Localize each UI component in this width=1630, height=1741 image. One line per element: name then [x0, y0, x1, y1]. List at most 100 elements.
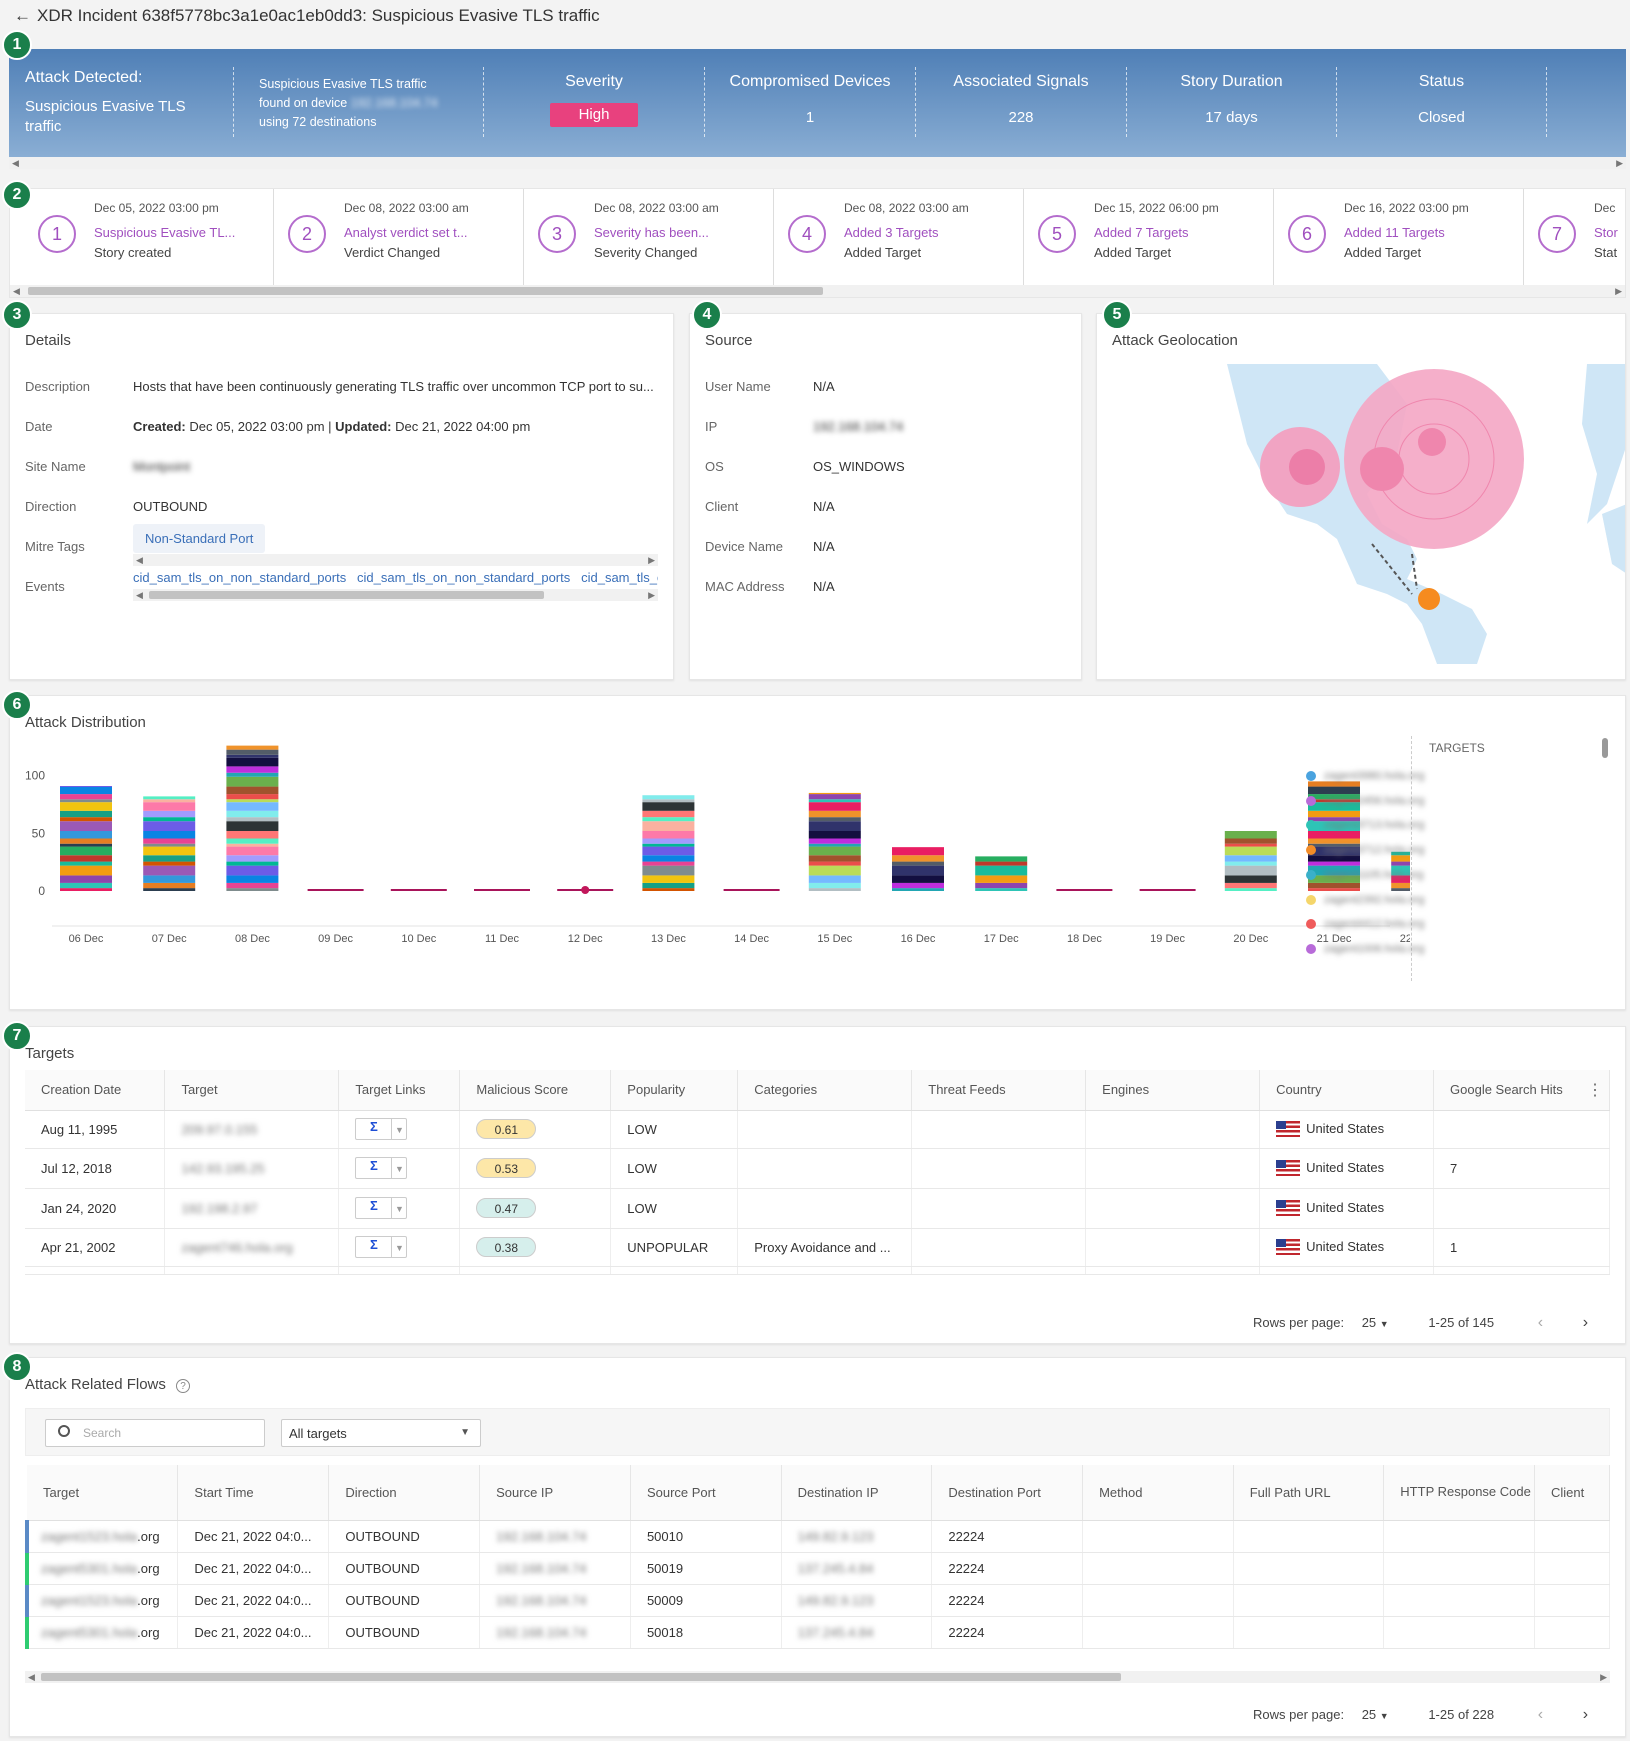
table-row[interactable]: Jul 12, 2018 142.93.195.25 Σ ▼ 0.53 LOW United… [25, 1148, 1610, 1189]
back-arrow-icon[interactable]: ← [14, 6, 31, 25]
bar-segment [808, 882, 861, 889]
section-badge-2: 2 [2, 180, 32, 210]
bar-segment [60, 888, 112, 891]
table-row[interactable]: Jan 24, 2020 192.198.2.97 Σ ▼ 0.47 LOW United … [25, 1188, 1610, 1229]
rows-per-page-select[interactable]: 25 ▼ [1361, 1315, 1389, 1330]
target-links-button[interactable]: Σ ▼ [355, 1236, 408, 1258]
timeline-step[interactable]: 3 Dec 08, 2022 03:00 am Severity has bee… [524, 189, 774, 285]
table-row[interactable]: zagent5301.hola.org Dec 21, 2022 04:0... O… [25, 1552, 1610, 1585]
legend-item[interactable]: zagent1006.hola.org [1306, 943, 1424, 955]
next-page-icon[interactable]: › [1582, 1314, 1589, 1331]
column-header[interactable]: Engines [1085, 1070, 1261, 1111]
timeline-step[interactable]: 7 Dec Stor Stat [1524, 189, 1626, 285]
legend-item[interactable]: zagent2392.hola.org [1306, 894, 1424, 906]
column-header[interactable]: Target [27, 1465, 179, 1521]
column-header[interactable]: Direction [328, 1465, 481, 1521]
bar-segment [143, 846, 196, 856]
source-card: Source User Name N/A IP 192.168.104.74 O… [689, 313, 1082, 680]
geolocation-map[interactable] [1207, 364, 1626, 664]
target-links-button[interactable]: Σ ▼ [355, 1197, 408, 1219]
column-header[interactable]: Threat Feeds [911, 1070, 1087, 1111]
column-header[interactable]: Categories [737, 1070, 913, 1111]
table-row[interactable]: zagent1523.hola.org Dec 21, 2022 04:0... O… [25, 1584, 1610, 1617]
mitre-tag-chip[interactable]: Non-Standard Port [133, 524, 266, 553]
prev-page-icon[interactable]: ‹ [1537, 1706, 1544, 1723]
column-header[interactable]: Destination IP [781, 1465, 933, 1521]
event-link[interactable]: cid_sam_tls_on [581, 570, 658, 585]
legend-item[interactable]: zagent2456.hola.org [1306, 795, 1424, 807]
prev-page-icon[interactable]: ‹ [1537, 1314, 1544, 1331]
column-header[interactable]: Target Links [338, 1070, 461, 1111]
section-badge-8: 8 [2, 1352, 32, 1382]
event-link[interactable]: cid_sam_tls_on_non_standard_ports [357, 570, 571, 585]
direction-value: OUTBOUND [133, 499, 208, 514]
bar-segment [1308, 838, 1360, 844]
column-header[interactable]: HTTP Response Code [1383, 1465, 1535, 1521]
bar-segment [808, 799, 861, 803]
column-header[interactable]: Country [1259, 1070, 1435, 1111]
bar-segment [226, 888, 279, 891]
column-header[interactable]: Destination Port [931, 1465, 1084, 1521]
timeline-step[interactable]: 6 Dec 16, 2022 03:00 pm Added 11 Targets… [1274, 189, 1524, 285]
timeline-scrollbar[interactable]: ◀ ▶ [10, 285, 1625, 297]
timeline-step[interactable]: 4 Dec 08, 2022 03:00 am Added 3 Targets … [774, 189, 1024, 285]
column-header[interactable]: Target [164, 1070, 340, 1111]
column-header[interactable]: Popularity [610, 1070, 739, 1111]
column-header[interactable]: Client [1534, 1465, 1610, 1521]
target-links-button[interactable]: Σ ▼ [355, 1118, 408, 1140]
table-row[interactable]: zagent5301.hola.org Dec 21, 2022 04:0... O… [25, 1616, 1610, 1649]
search-input[interactable]: Search [45, 1419, 265, 1447]
scroll-thumb[interactable] [28, 287, 823, 295]
bar-empty [1139, 889, 1196, 891]
column-header[interactable]: Malicious Score [459, 1070, 612, 1111]
attack-detected: Attack Detected: Suspicious Evasive TLS … [25, 69, 186, 135]
column-header[interactable]: Source IP [479, 1465, 631, 1521]
bar-segment [892, 855, 944, 862]
table-row[interactable]: zagent1523.hola.org Dec 21, 2022 04:0... O… [25, 1520, 1610, 1553]
mitre-scrollbar[interactable]: ◀ ▶ [133, 554, 658, 566]
more-vertical-icon[interactable]: ⋮ [1587, 1082, 1603, 1099]
legend-scrollbar[interactable] [1602, 738, 1608, 758]
timeline-step[interactable]: 1 Dec 05, 2022 03:00 pm Suspicious Evasi… [24, 189, 274, 285]
scroll-thumb[interactable] [41, 1673, 1121, 1681]
column-header[interactable]: Method [1082, 1465, 1234, 1521]
legend-item[interactable]: zagent3712.hola.org [1306, 844, 1424, 856]
legend-item[interactable]: zagent3713.hola.org [1306, 819, 1424, 831]
x-tick-label: 06 Dec [69, 933, 104, 945]
bar-segment [975, 856, 1028, 862]
timeline-step[interactable]: 5 Dec 15, 2022 06:00 pm Added 7 Targets … [1024, 189, 1274, 285]
bar-segment [808, 831, 861, 839]
table-row[interactable]: Aug 11, 1995 209.97.0.155 Σ ▼ 0.61 LOW United … [25, 1110, 1610, 1149]
target-filter-select[interactable]: All targets ▼ [281, 1419, 481, 1447]
legend-dot [1306, 820, 1316, 831]
severity-badge: High [550, 103, 638, 127]
bar-segment [892, 875, 944, 883]
bar-segment [60, 799, 112, 803]
column-header[interactable]: Start Time [177, 1465, 330, 1521]
column-header[interactable]: Creation Date [25, 1070, 166, 1111]
bar-segment [60, 786, 112, 795]
bar-segment [226, 794, 279, 800]
bar-segment [808, 794, 861, 800]
column-header[interactable]: Full Path URL [1233, 1465, 1385, 1521]
legend-item[interactable]: zagent4412.hola.org [1306, 918, 1424, 930]
bar-segment [808, 861, 861, 866]
timeline-step[interactable]: 2 Dec 08, 2022 03:00 am Analyst verdict … [274, 189, 524, 285]
scroll-thumb[interactable] [149, 591, 544, 599]
next-page-icon[interactable]: › [1582, 1706, 1589, 1723]
bar-segment [1308, 882, 1360, 889]
bar-segment [808, 888, 861, 891]
table-row[interactable]: Apr 21, 2002 zagent746.hola.org Σ ▼ 0.38 UNPO… [25, 1228, 1610, 1267]
attack-geolocation-card: Attack Geolocation [1096, 313, 1626, 680]
target-links-button[interactable]: Σ ▼ [355, 1157, 408, 1179]
column-header[interactable]: Google Search Hits ⋮ [1433, 1070, 1610, 1111]
column-header[interactable]: Source Port [630, 1465, 782, 1521]
events-scrollbar[interactable]: ◀ ▶ [133, 589, 658, 601]
legend-item[interactable]: zagent3980.hola.org [1306, 770, 1424, 782]
legend-item[interactable]: zagent1105.hola.org [1306, 869, 1424, 881]
event-link[interactable]: cid_sam_tls_on_non_standard_ports [133, 570, 347, 585]
help-circle-icon[interactable]: ? [176, 1379, 191, 1393]
summary-scrollbar[interactable]: ◀ ▶ [9, 157, 1626, 169]
rows-per-page-select[interactable]: 25 ▼ [1361, 1707, 1389, 1722]
flows-scrollbar[interactable]: ◀ ▶ [25, 1671, 1610, 1683]
